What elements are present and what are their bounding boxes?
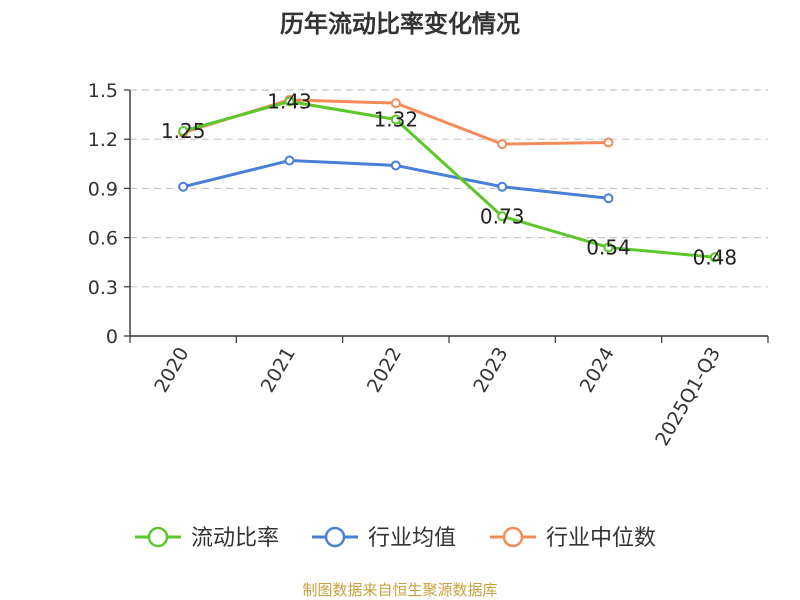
legend-item: 行业中位数 [490, 526, 656, 551]
data-point [178, 181, 189, 192]
data-point [603, 242, 614, 253]
data-labels: 1.25 1.43 1.32 0.73 0.54 0.48 [161, 89, 737, 269]
y-tick-label: 0.9 [88, 178, 118, 200]
series-line [182, 99, 715, 259]
data-point [603, 137, 614, 148]
data-label: 0.54 [586, 235, 631, 259]
grid-lines [130, 89, 768, 288]
legend-label: 行业中位数 [546, 526, 656, 551]
legend-item: 行业均值 [312, 526, 456, 551]
data-point [390, 114, 401, 125]
data-point [497, 139, 508, 150]
legend-label: 行业均值 [368, 526, 456, 551]
legend-marker [147, 526, 169, 548]
data-label: 1.43 [267, 89, 312, 113]
data-point [709, 252, 720, 263]
x-axis: 2020 2021 2022 2023 2024 2025Q1-Q3 [129, 335, 769, 450]
data-label: 1.25 [161, 119, 206, 143]
x-tick-label: 2025Q1-Q3 [651, 344, 725, 450]
data-point [284, 96, 295, 107]
y-tick-label: 0.6 [88, 228, 118, 250]
y-axis: 0 0.3 0.6 0.9 1.2 1.5 [88, 80, 131, 348]
data-point [603, 193, 614, 204]
legend-marker [324, 526, 346, 548]
data-point [284, 155, 295, 166]
y-tick-label: 0.3 [88, 277, 118, 299]
source-note: 制图数据来自恒生聚源数据库 [302, 581, 497, 599]
data-point [390, 160, 401, 171]
x-tick-label: 2024 [576, 344, 619, 397]
x-tick-label: 2023 [469, 343, 512, 396]
data-label: 1.32 [374, 108, 419, 132]
data-point [497, 181, 508, 192]
data-label: 0.73 [480, 204, 525, 228]
y-tick-label: 1.5 [88, 80, 118, 102]
y-tick-label: 0 [106, 326, 118, 348]
y-tick-label: 1.2 [88, 129, 118, 151]
chart-title: 历年流动比率变化情况 [280, 10, 520, 38]
x-tick-label: 2020 [150, 344, 193, 397]
data-point [178, 126, 189, 136]
data-label: 0.48 [693, 245, 738, 269]
legend-marker [502, 526, 524, 548]
legend: 流动比率 行业均值 行业中位数 [135, 526, 656, 551]
data-point [497, 211, 508, 222]
series-layer [178, 94, 720, 263]
legend-item: 流动比率 [135, 526, 279, 551]
legend-label: 流动比率 [191, 526, 279, 551]
data-point [390, 98, 401, 109]
x-tick-label: 2021 [257, 344, 300, 397]
x-tick-label: 2022 [363, 344, 406, 397]
